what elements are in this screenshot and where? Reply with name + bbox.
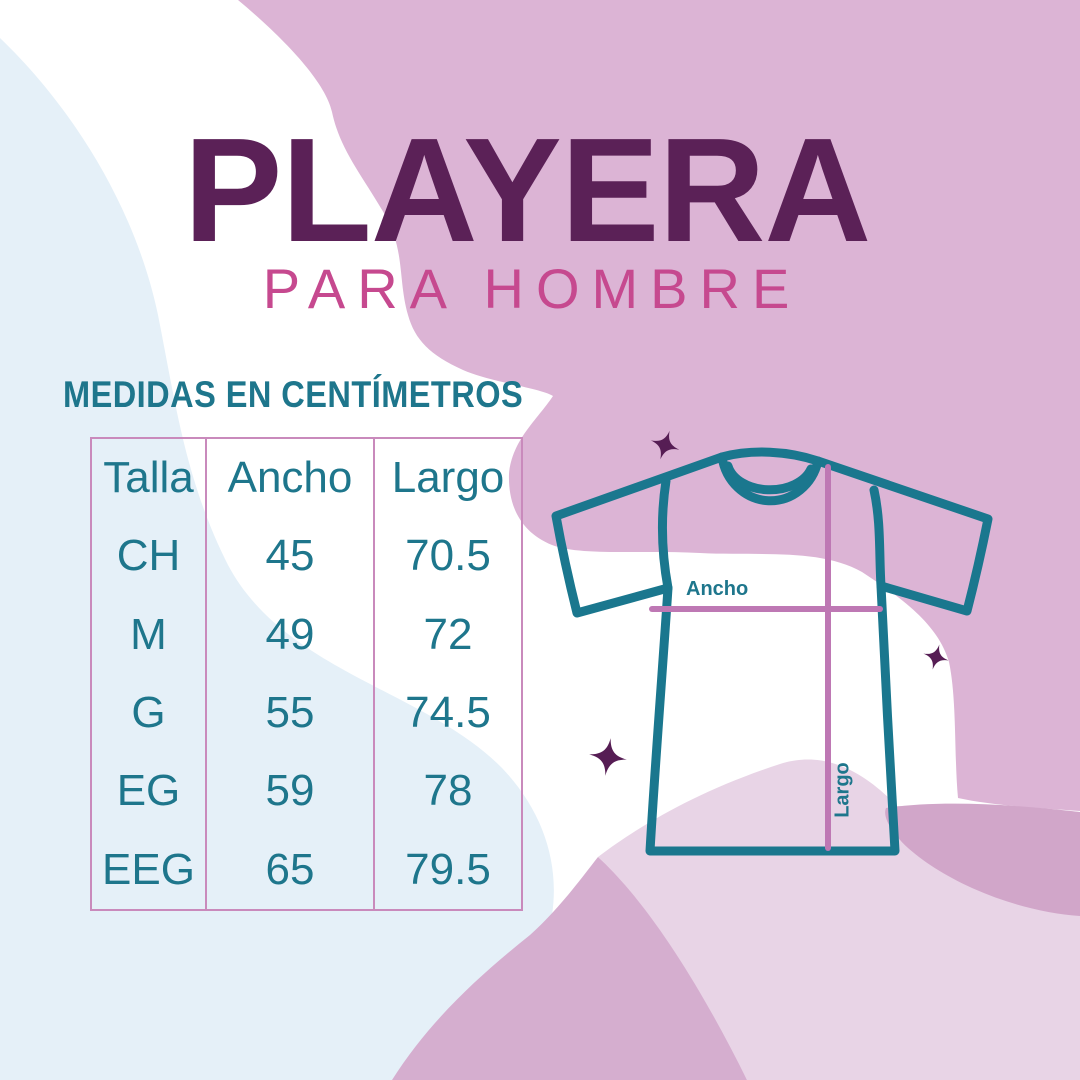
background-blob-light-blue (0, 38, 554, 1080)
column-header-largo: Largo (391, 453, 505, 503)
background-blob-mauve-right (885, 803, 1080, 916)
tshirt-outline-icon (551, 447, 993, 856)
table-cell-length: 70.5 (405, 531, 491, 581)
table-cell-width: 65 (207, 830, 375, 909)
sleeve-seam-right (869, 485, 886, 591)
width-label: Ancho (686, 578, 749, 600)
table-cell-size: CH (92, 517, 207, 596)
table-cell-length: 74.5 (405, 688, 491, 738)
column-header-talla: Talla (92, 439, 207, 518)
collar-back-line (717, 447, 823, 466)
page-title: PLAYERA (183, 108, 872, 273)
length-label: Largo (831, 762, 854, 818)
table-cell-size: EEG (92, 830, 207, 909)
table-cell-length: 79.5 (405, 844, 491, 894)
table-cell-length: 72 (423, 609, 473, 659)
sparkle-icon (586, 735, 630, 779)
table-cell-size: M (92, 595, 207, 674)
table-cell-width: 49 (207, 595, 375, 674)
table-cell-width: 59 (207, 752, 375, 831)
measurements-heading: MEDIDAS EN CENTÍMETROS (63, 374, 524, 415)
table-cell-size: EG (92, 752, 207, 831)
size-table: Talla Ancho Largo CH 45 70.5 M 49 72 G 5… (90, 437, 523, 911)
background-blob-mauve-left (392, 857, 747, 1080)
table-cell-length: 78 (423, 766, 473, 816)
table-cell-width: 45 (207, 517, 375, 596)
column-header-ancho: Ancho (207, 439, 375, 518)
table-cell-width: 55 (207, 674, 375, 753)
background-blob-pink (238, 0, 1080, 811)
collar-inner-arc (723, 461, 816, 495)
page-subtitle: PARA HOMBRE (262, 257, 802, 320)
sleeve-seam-left (657, 476, 673, 593)
table-cell-size: G (92, 674, 207, 753)
